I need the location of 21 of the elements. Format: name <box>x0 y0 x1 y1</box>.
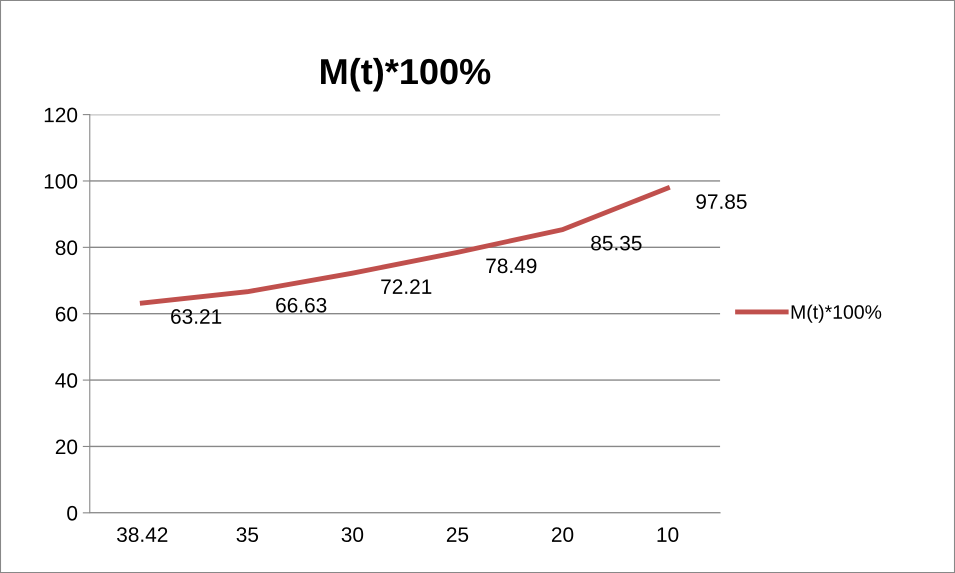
x-tick-label: 20 <box>552 527 574 542</box>
y-tick-label: 60 <box>56 306 78 322</box>
x-tick-label: 10 <box>658 527 678 542</box>
y-tick-label: 80 <box>56 240 78 256</box>
legend-label: M(t)*100% <box>792 304 882 323</box>
y-tick-label: 100 <box>44 174 78 189</box>
y-tick-label: 40 <box>55 373 78 388</box>
x-tick-label: 35 <box>236 527 258 542</box>
x-tick-label: 25 <box>446 527 468 542</box>
data-label: 63.21 <box>171 309 222 324</box>
data-label: 66.63 <box>276 298 326 313</box>
data-label: 72.21 <box>381 279 432 294</box>
y-tick-label: 0 <box>67 506 78 521</box>
y-tick-label: 20 <box>56 439 78 454</box>
chart-title: M(t)*100% <box>321 58 490 92</box>
data-label: 97.85 <box>696 194 747 209</box>
x-tick-label: 30 <box>342 527 364 542</box>
x-tick-label: 38.42 <box>117 527 168 542</box>
y-tick-label: 120 <box>44 108 78 122</box>
data-label: 78.49 <box>486 258 536 274</box>
data-label: 85.35 <box>591 236 642 250</box>
